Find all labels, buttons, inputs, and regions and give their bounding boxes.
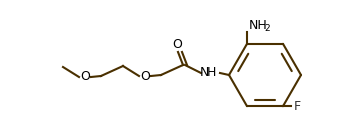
Text: O: O: [172, 38, 182, 52]
Text: 2: 2: [264, 24, 269, 33]
Text: O: O: [140, 69, 150, 82]
Text: F: F: [293, 100, 300, 113]
Text: O: O: [80, 71, 90, 83]
Text: NH: NH: [249, 19, 268, 32]
Text: N: N: [199, 65, 209, 79]
Text: H: H: [206, 66, 216, 79]
